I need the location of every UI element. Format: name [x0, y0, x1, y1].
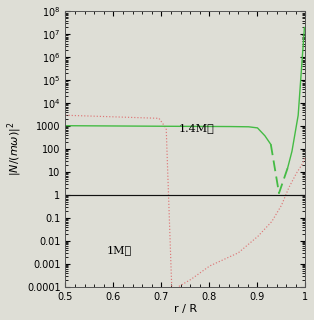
X-axis label: r / R: r / R [174, 304, 197, 315]
Y-axis label: $| N / ( m \omega ) |^2$: $| N / ( m \omega ) |^2$ [6, 122, 24, 176]
Text: 1.4M☉: 1.4M☉ [178, 123, 214, 133]
Text: 1M☉: 1M☉ [106, 245, 131, 255]
